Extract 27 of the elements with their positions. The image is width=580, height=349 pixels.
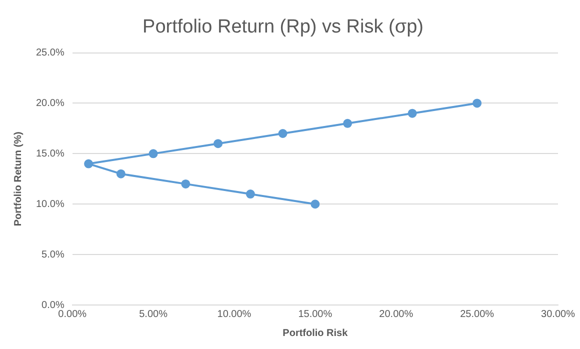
point: [408, 108, 417, 118]
x-tick-label: 30.00%: [541, 308, 576, 320]
y-tick-label: 0.0%: [42, 300, 64, 311]
point: [472, 98, 482, 108]
point: [343, 118, 352, 128]
x-tick-label: 10.00%: [217, 308, 252, 320]
point: [278, 129, 288, 138]
y-tick-label: 5.0%: [42, 249, 64, 260]
chart-title: Portfolio Return (Rp) vs Risk (σp): [142, 16, 424, 38]
y-tick-label: 25.0%: [36, 48, 64, 59]
point: [214, 139, 223, 148]
point: [116, 169, 126, 178]
x-tick-label: 25.00%: [460, 308, 494, 320]
y-tick-label: 10.0%: [36, 198, 64, 210]
point: [148, 149, 158, 158]
y-axis-title: Portfolio Return (%): [12, 132, 24, 226]
point: [310, 200, 320, 209]
point: [84, 159, 94, 168]
x-axis-title: Portfolio Risk: [282, 328, 348, 339]
x-tick-label: 5.00%: [139, 308, 168, 320]
point: [246, 190, 255, 199]
x-tick-label: 15.00%: [298, 308, 332, 320]
y-tick-label: 20.0%: [36, 98, 64, 109]
point: [181, 179, 190, 188]
y-tick-label: 15.0%: [36, 148, 64, 160]
x-tick-label: 20.00%: [379, 308, 414, 320]
x-tick-label: 0.00%: [58, 308, 87, 320]
